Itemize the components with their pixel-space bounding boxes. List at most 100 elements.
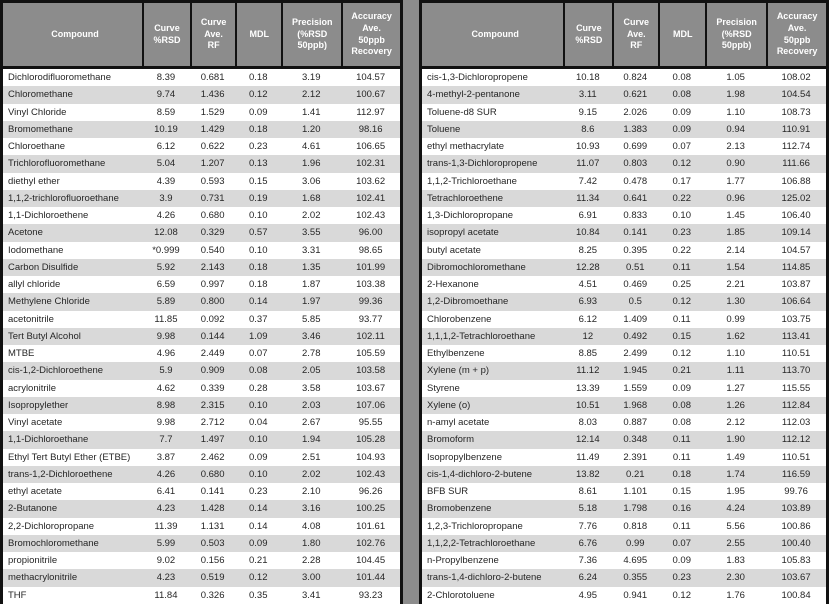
accuracy-value: 101.99 <box>356 261 386 273</box>
curve-ave-rf-value: 0.731 <box>200 192 225 204</box>
mdl-value: 0.07 <box>672 537 691 549</box>
accuracy-value: 102.76 <box>356 537 386 549</box>
curve-rsd-value: 11.84 <box>154 589 178 601</box>
compound-name: Trichlorofluoromethane <box>8 158 106 170</box>
curve-rsd-value: 8.98 <box>156 399 176 411</box>
mdl-value: 0.23 <box>248 141 268 153</box>
precision-value: 2.55 <box>726 537 745 549</box>
curve-ave-rf-value: 0.5 <box>628 296 642 308</box>
precision-value: 3.00 <box>301 572 321 584</box>
compound-name: 2-Butanone <box>8 503 58 515</box>
table-row: Iodomethane *0.999 0.540 0.10 3.31 98.65 <box>3 242 400 259</box>
compound-name: Vinyl acetate <box>8 417 63 429</box>
curve-ave-rf-value: 4.695 <box>623 555 648 567</box>
curve-ave-rf-value: 0.519 <box>200 572 225 584</box>
table-row: diethyl ether 4.39 0.593 0.15 3.06 103.62 <box>3 173 400 190</box>
compound-name: Acetone <box>8 227 43 239</box>
table-row: 1,1,2,2-Tetrachloroethane 6.76 0.99 0.07 2.5… <box>422 534 826 552</box>
accuracy-value: 105.83 <box>781 555 811 567</box>
table-row: Methylene Chloride 5.89 0.800 0.14 1.97 99.36 <box>3 293 400 311</box>
precision-value: 1.05 <box>726 72 745 84</box>
curve-ave-rf-value: 1.383 <box>623 123 648 135</box>
curve-ave-rf-value: 1.436 <box>200 89 225 101</box>
table-row: Chlorobenzene 6.12 1.409 0.11 0.99 103.75 <box>422 311 826 328</box>
mdl-value: 0.11 <box>672 520 691 532</box>
compound-name: Ethylbenzene <box>427 348 485 360</box>
accuracy-value: 104.57 <box>356 72 386 84</box>
precision-value: 1.77 <box>726 175 745 187</box>
mdl-value: 0.12 <box>248 572 268 584</box>
accuracy-value: 102.43 <box>356 210 386 222</box>
accuracy-value: 109.14 <box>781 227 811 239</box>
mdl-value: 0.09 <box>672 106 691 118</box>
curve-ave-rf-value: 0.800 <box>200 296 225 308</box>
accuracy-value: 103.75 <box>781 313 811 325</box>
table-row: isopropyl acetate 10.84 0.141 0.23 1.85 109.1… <box>422 224 826 242</box>
mdl-value: 0.18 <box>672 468 691 480</box>
curve-rsd-value: 4.23 <box>156 572 176 584</box>
table-header-row: Compound Curve %RSD Curve Ave. RF MDL Pr… <box>3 3 400 69</box>
table-row: Styrene 13.39 1.559 0.09 1.27 115.55 <box>422 380 826 397</box>
curve-rsd-value: 8.25 <box>578 244 598 256</box>
precision-value: 1.35 <box>301 261 321 273</box>
compound-name: THF <box>8 589 27 601</box>
accuracy-value: 95.55 <box>358 417 383 429</box>
table-row: Isopropylbenzene 11.49 2.391 0.11 1.49 110.51 <box>422 449 826 466</box>
curve-ave-rf-value: 1.968 <box>623 399 648 411</box>
compound-name: Tetrachloroethene <box>427 192 504 204</box>
precision-value: 3.19 <box>301 72 321 84</box>
accuracy-value: 104.57 <box>781 244 811 256</box>
curve-ave-rf-value: 0.492 <box>623 330 648 342</box>
curve-ave-rf-value: 0.699 <box>623 141 648 153</box>
precision-value: 0.90 <box>726 158 745 170</box>
curve-rsd-value: 7.42 <box>578 175 598 187</box>
compound-name: BFB SUR <box>427 486 469 498</box>
compound-name: Toluene <box>427 123 461 135</box>
compound-name: Bromochloromethane <box>8 537 99 549</box>
curve-ave-rf-value: 1.428 <box>200 503 225 515</box>
curve-ave-rf-value: 1.497 <box>200 434 225 446</box>
table-row: n-amyl acetate 8.03 0.887 0.08 2.12 112.03 <box>422 414 826 431</box>
curve-rsd-value: 11.85 <box>154 313 178 325</box>
precision-value: 3.06 <box>301 175 321 187</box>
curve-rsd-value: 9.98 <box>156 417 176 429</box>
accuracy-value: 93.23 <box>358 589 383 601</box>
compound-name: 1,1,2-trichlorofluoroethane <box>8 192 119 204</box>
curve-rsd-value: 11.39 <box>154 520 178 532</box>
accuracy-value: 98.65 <box>358 244 383 256</box>
precision-value: 1.41 <box>301 106 321 118</box>
mdl-value: 0.09 <box>672 555 691 567</box>
accuracy-value: 105.59 <box>356 348 386 360</box>
accuracy-value: 96.00 <box>358 227 383 239</box>
curve-rsd-value: 6.12 <box>578 313 598 325</box>
accuracy-value: 111.66 <box>782 158 810 170</box>
curve-rsd-value: 8.6 <box>581 123 595 135</box>
curve-ave-rf-value: 0.326 <box>200 589 225 601</box>
precision-value: 2.28 <box>301 555 321 567</box>
accuracy-value: 103.58 <box>356 365 386 377</box>
mdl-value: 0.09 <box>672 382 691 394</box>
compound-name: cis-1,2-Dichloroethene <box>8 365 104 377</box>
table-row: THF 11.84 0.326 0.35 3.41 93.23 <box>3 587 400 604</box>
accuracy-value: 102.11 <box>356 330 385 342</box>
compound-name: Isopropylbenzene <box>427 451 502 463</box>
curve-ave-rf-value: 1.529 <box>200 106 225 118</box>
curve-rsd-value: 8.61 <box>578 486 598 498</box>
precision-value: 2.30 <box>726 572 745 584</box>
table-row: 1,1,1,2-Tetrachloroethane 12 0.492 0.15 1.62… <box>422 327 826 345</box>
table-gap-divider <box>403 0 419 604</box>
table-row: cis-1,3-Dichloropropene 10.18 0.824 0.08 1.0… <box>422 69 826 86</box>
curve-rsd-value: 4.51 <box>578 279 598 291</box>
mdl-value: 0.08 <box>672 72 691 84</box>
mdl-value: 0.08 <box>672 89 691 101</box>
table-row: 4-methyl-2-pentanone 3.11 0.621 0.08 1.98 104… <box>422 86 826 104</box>
precision-value: 4.08 <box>301 520 321 532</box>
mdl-value: 0.08 <box>672 399 691 411</box>
table-row: Dibromochloromethane 12.28 0.51 0.11 1.54 114… <box>422 258 826 276</box>
curve-rsd-value: 4.96 <box>156 348 176 360</box>
compound-name: propionitrile <box>8 555 58 567</box>
compound-name: 2,2-Dichloropropane <box>8 520 95 532</box>
accuracy-value: 110.51 <box>781 348 811 360</box>
curve-rsd-value: 9.74 <box>156 89 176 101</box>
curve-rsd-value: 4.26 <box>156 468 176 480</box>
